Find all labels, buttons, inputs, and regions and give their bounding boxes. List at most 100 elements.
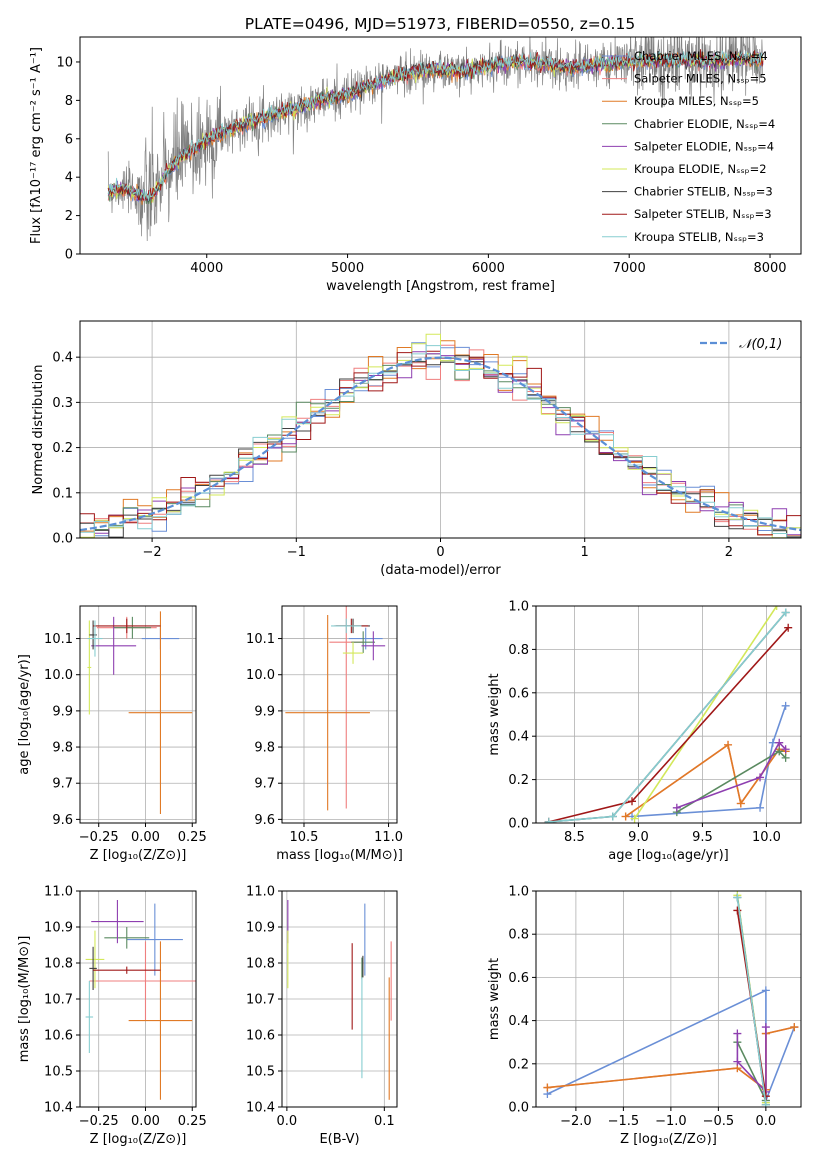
plot-area [543,891,799,1107]
weight-marker-kroupa_stelib [544,817,553,823]
x-tick-label: −1 [287,545,306,560]
y-tick-label: 9.7 [52,777,73,792]
figure-title: PLATE=0496, MJD=51973, FIBERID=0550, z=0… [245,15,635,33]
y-tick-label: 10.9 [44,921,73,936]
y-tick-label: 0.2 [508,1057,529,1072]
x-tick-label: 11.0 [374,830,403,845]
y-tick-label: 9.9 [52,704,73,719]
y-tick-label: 10.5 [246,1065,275,1080]
plot-area [87,611,193,814]
y-tick-label: 10.1 [246,632,275,647]
mass-age-panel: 10.5 11.0 9.6 9.7 9.8 9.9 10.0 10.1 mass [log₁₀(… [246,605,403,863]
weight-marker-kroupa_elodie [772,606,781,610]
plot-area [544,606,793,823]
legend-label-kroupa_elodie: Kroupa ELODIE, Nₛₛₚ=2 [634,162,767,176]
histogram-step-kroupa_stelib [80,345,801,538]
x-tick-label: 0.00 [131,830,160,845]
extinction-mass-panel: 0.0 0.1 10.4 10.5 10.6 10.7 10.8 10.9 11.0 E(B-V) [246,885,398,1147]
y-tick-label: 10.1 [44,632,73,647]
legend-label-chabrier_elodie: Chabrier ELODIE, Nₛₛₚ=4 [634,117,775,131]
y-tick-label: 2 [65,209,73,224]
x-tick-label: −0.5 [703,1114,735,1129]
weight-marker-chabrier_miles [761,986,770,995]
y-tick-label: 10.7 [246,993,275,1008]
y-axis-label: age [log₁₀(age/yr)] [17,654,32,775]
axes-frame [79,605,197,824]
x-axis-label: (data-model)/error [380,563,501,578]
weight-marker-kroupa_stelib [608,812,617,821]
plot-area [85,900,196,1100]
legend-label-normal: 𝒩(0,1) [739,337,782,352]
weight-line-salpeter_stelib [548,627,789,823]
weight-marker-kroupa_miles [621,812,630,821]
spectrum-legend: Chabrier MILES, Nₛₛₚ=4 Salpeter MILES, Nₛ… [602,49,775,244]
axes-frame [535,890,802,1108]
weight-marker-salpeter_elodie [775,738,784,747]
x-tick-label: 7000 [613,261,646,276]
x-tick-label: 6000 [472,261,505,276]
x-axis-label: Z [log₁₀(Z/Z⊙)] [620,1132,717,1147]
y-tick-label: 0.6 [508,971,529,986]
x-axis-label: Z [log₁₀(Z/Z⊙)] [90,848,187,863]
x-tick-label: −2.0 [560,1114,592,1129]
y-tick-label: 0.4 [508,1014,529,1029]
weight-marker-salpeter_elodie [672,803,681,812]
y-tick-label: 9.9 [254,704,275,719]
axes-frame [79,320,802,539]
y-tick-label: 4 [65,171,73,186]
axes-frame [281,890,398,1108]
x-tick-label: −1.5 [608,1114,640,1129]
weight-line-kroupa_elodie [633,606,778,820]
x-tick-label: 9.5 [692,830,713,845]
weight-line-salpeter_elodie [736,1027,767,1094]
y-tick-label: 6 [65,132,73,147]
weight-marker-kroupa_miles [736,799,745,808]
weight-marker-chabrier_miles [756,803,765,812]
x-tick-label: 8000 [753,261,786,276]
x-axis-label: wavelength [Angstrom, rest frame] [326,279,555,294]
y-tick-label: 0.8 [508,643,529,658]
y-tick-label: 10.8 [246,957,275,972]
legend-label-chabrier_stelib: Chabrier STELIB, Nₛₛₚ=3 [634,185,773,199]
y-tick-label: 0.4 [508,730,529,745]
legend-label-chabrier_miles: Chabrier MILES, Nₛₛₚ=4 [634,49,768,63]
weight-line-salpeter_elodie [676,741,787,809]
weight-marker-kroupa_stelib [733,893,742,902]
x-tick-label: 0.1 [374,1114,395,1129]
y-tick-label: 10.9 [246,921,275,936]
y-tick-label: 8 [65,94,73,109]
weight-line-chabrier_elodie [736,1041,767,1101]
x-tick-label: 0.25 [178,1114,207,1129]
plot-area [107,37,764,242]
model-spectrum-line-kroupa_stelib [107,50,764,201]
x-tick-label: 1 [581,545,589,560]
y-tick-label: 1.0 [508,600,529,615]
y-tick-label: 0.8 [508,928,529,943]
y-tick-label: 10.6 [44,1029,73,1044]
age-weight-panel: 8.5 9.0 9.5 10.0 0.0 0.2 0.4 0.6 0.8 1.0 age [log₁… [487,600,802,863]
x-axis-label: mass [log₁₀(M/M⊙)] [276,848,403,863]
y-tick-label: 0.3 [52,396,73,411]
y-tick-label: 11.0 [246,885,275,900]
y-tick-label: 1.0 [508,885,529,900]
weight-marker-salpeter_stelib [784,623,793,632]
weight-marker-kroupa_stelib [781,608,790,617]
x-tick-label: 0.00 [131,1114,160,1129]
weight-marker-kroupa_miles [543,1083,552,1092]
plot-area [80,333,801,538]
weight-marker-kroupa_miles [724,740,733,749]
weight-marker-kroupa_miles [790,1023,799,1032]
weight-line-chabrier_miles [631,705,787,818]
y-tick-label: 10.8 [44,957,73,972]
plot-area [285,606,386,811]
x-tick-label: 5000 [331,261,364,276]
axes-frame [281,605,398,824]
y-axis-label: mass weight [487,958,502,1040]
x-axis-label: age [log₁₀(age/yr)] [608,848,729,863]
x-tick-label: 10.0 [752,830,781,845]
y-tick-label: 10.0 [44,668,73,683]
x-axis-label: E(B-V) [319,1132,359,1147]
y-tick-label: 10.4 [44,1101,73,1116]
metallicity-mass-panel: −0.25 0.00 0.25 10.4 10.5 10.6 10.7 10.8 10.9 11.… [17,885,207,1148]
y-axis-label: mass weight [487,673,502,755]
